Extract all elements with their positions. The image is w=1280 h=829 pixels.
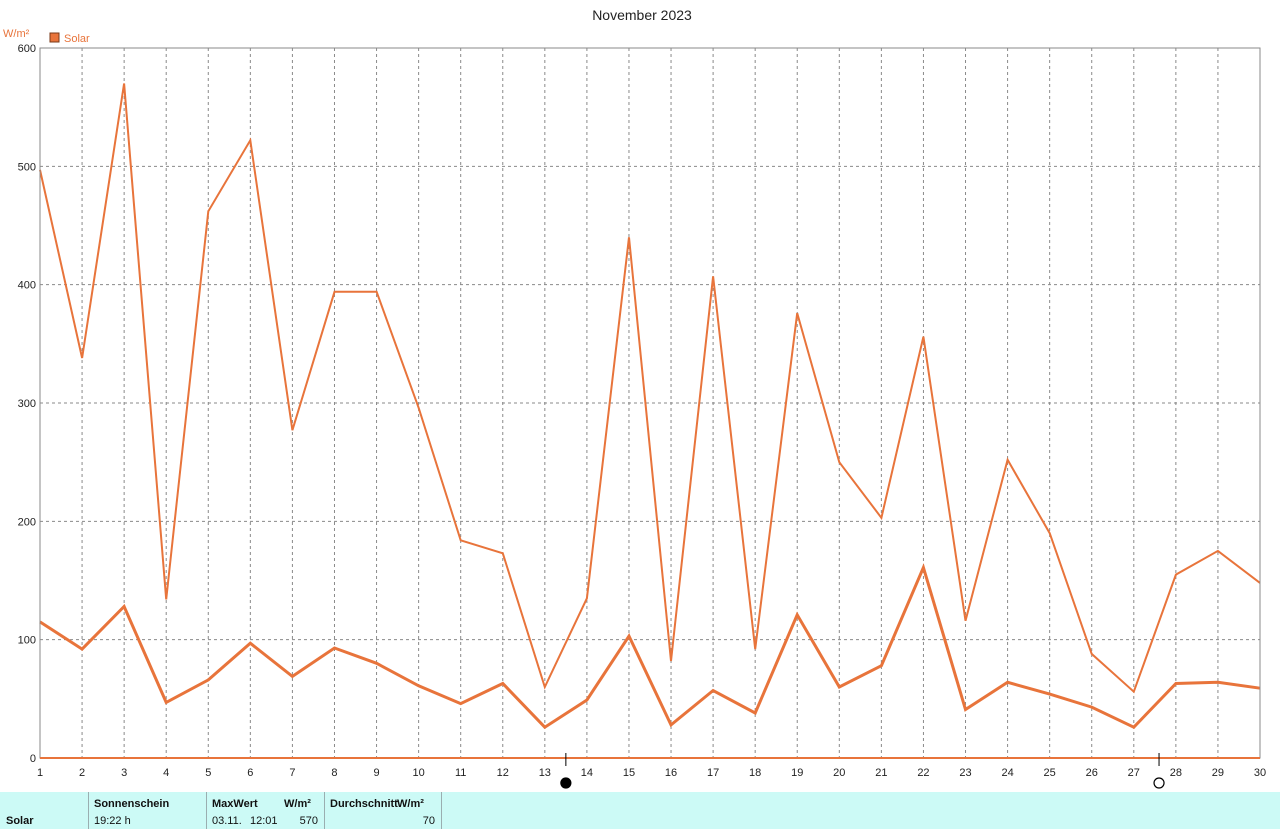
full-moon-icon — [1153, 777, 1165, 789]
x-tick-label: 1 — [37, 767, 43, 779]
x-tick-label: 4 — [163, 767, 169, 779]
new-moon-icon — [560, 777, 572, 789]
x-tick-label: 19 — [791, 767, 803, 779]
grid — [40, 48, 1260, 758]
x-tick-label: 27 — [1128, 767, 1140, 779]
x-tick-label: 25 — [1044, 767, 1056, 779]
series-line-average — [39, 563, 1261, 730]
x-tick-label: 30 — [1254, 767, 1266, 779]
x-tick-label: 10 — [412, 767, 424, 779]
x-tick-label: 29 — [1212, 767, 1224, 779]
y-tick-label: 200 — [18, 516, 36, 528]
divider — [88, 792, 89, 829]
divider — [324, 792, 325, 829]
x-tick-label: 5 — [205, 767, 211, 779]
max-date: 03.11. — [212, 815, 242, 827]
y-axis-unit: W/m² — [3, 28, 30, 40]
avg-unit: W/m² — [397, 798, 424, 810]
x-tick-label: 13 — [539, 767, 551, 779]
x-tick-label: 14 — [581, 767, 593, 779]
x-tick-label: 24 — [1001, 767, 1013, 779]
x-tick-label: 23 — [959, 767, 971, 779]
avg-header: Durchschnitt — [330, 798, 398, 810]
max-time: 12:01 — [250, 815, 278, 827]
x-tick-label: 17 — [707, 767, 719, 779]
x-tick-label: 16 — [665, 767, 677, 779]
y-tick-label: 600 — [18, 43, 36, 55]
y-tick-label: 300 — [18, 398, 36, 410]
max-unit: W/m² — [284, 798, 311, 810]
x-tick-label: 20 — [833, 767, 845, 779]
x-tick-label: 21 — [875, 767, 887, 779]
x-tick-label: 12 — [497, 767, 509, 779]
divider — [441, 792, 442, 829]
y-tick-label: 100 — [18, 635, 36, 647]
statistics-bar: Solar Sonnenschein 19:22 h MaxWert W/m² … — [0, 792, 1280, 829]
x-tick-label: 26 — [1086, 767, 1098, 779]
x-tick-label: 28 — [1170, 767, 1182, 779]
divider — [206, 792, 207, 829]
moon-phase-markers — [560, 753, 1165, 789]
legend-swatch — [49, 32, 60, 43]
x-tick-label: 18 — [749, 767, 761, 779]
series-layer — [39, 83, 1261, 730]
x-tick-label: 7 — [289, 767, 295, 779]
stats-row-label: Solar — [6, 815, 34, 827]
sunshine-value: 19:22 h — [94, 815, 131, 827]
average-cell: Durchschnitt W/m² 70 — [324, 792, 441, 829]
sunshine-cell: Sonnenschein 19:22 h — [88, 792, 206, 829]
sunshine-header: Sonnenschein — [94, 798, 170, 810]
chart-title: November 2023 — [592, 7, 692, 23]
solar-chart: November 2023 W/m² Solar 0 100 200 300 400 50… — [3, 7, 1266, 789]
x-tick-label: 6 — [247, 767, 253, 779]
x-tick-label: 15 — [623, 767, 635, 779]
avg-value: 70 — [422, 815, 435, 827]
x-tick-label: 2 — [79, 767, 85, 779]
legend-label: Solar — [64, 33, 90, 45]
x-tick-label: 9 — [373, 767, 379, 779]
y-tick-label: 0 — [30, 753, 36, 765]
max-value: 570 — [299, 815, 318, 827]
max-header: MaxWert — [212, 798, 258, 810]
x-tick-label: 3 — [121, 767, 127, 779]
y-tick-label: 500 — [18, 161, 36, 173]
series-line-maximum — [39, 83, 1261, 694]
x-tick-label: 22 — [917, 767, 929, 779]
x-tick-label: 11 — [455, 767, 466, 779]
max-value-cell: MaxWert W/m² 03.11. 12:01 570 — [206, 792, 324, 829]
x-tick-label: 8 — [331, 767, 337, 779]
y-tick-label: 400 — [18, 280, 36, 292]
